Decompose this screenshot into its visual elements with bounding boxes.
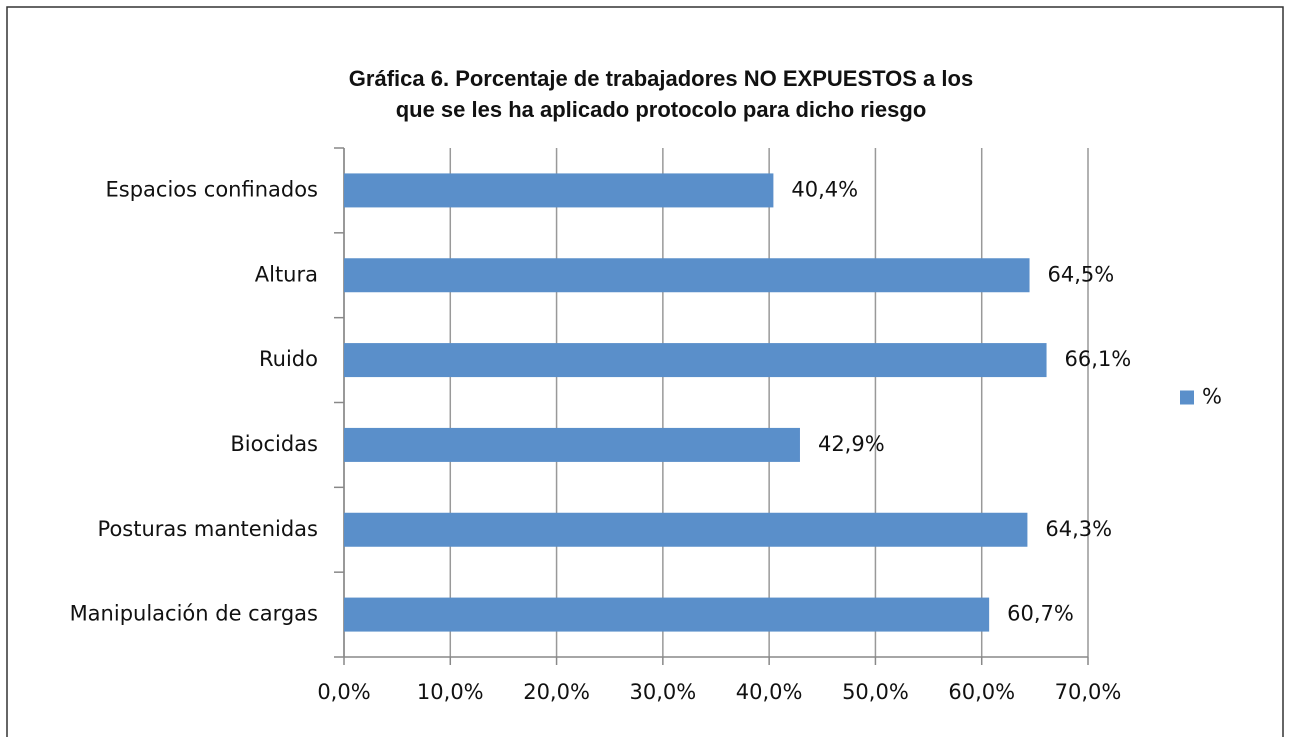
x-tick-label: 40,0% (736, 680, 803, 704)
y-tick-label: Altura (255, 262, 318, 286)
value-label: 64,5% (1048, 262, 1115, 286)
x-tick-label: 10,0% (417, 680, 484, 704)
value-label: 66,1% (1065, 347, 1132, 371)
value-label: 42,9% (818, 432, 885, 456)
y-tick-label: Posturas mantenidas (98, 517, 318, 541)
y-tick-label: Ruido (259, 347, 318, 371)
y-tick-label: Biocidas (230, 432, 318, 456)
x-tick-label: 50,0% (842, 680, 909, 704)
x-tick-label: 30,0% (629, 680, 696, 704)
bar (344, 258, 1030, 293)
y-tick-label: Manipulación de cargas (70, 602, 318, 626)
value-label: 60,7% (1007, 602, 1074, 626)
x-tick-label: 0,0% (317, 680, 370, 704)
x-tick-label: 20,0% (523, 680, 590, 704)
y-tick-label: Espacios confinados (106, 177, 318, 201)
legend-label: % (1202, 385, 1222, 409)
bar (344, 597, 990, 632)
chart-title: Gráfica 6. Porcentaje de trabajadores NO… (349, 66, 973, 91)
value-label: 40,4% (791, 177, 858, 201)
frame (6, 6, 1284, 737)
bar (344, 173, 774, 208)
bar (344, 343, 1047, 378)
bar (344, 512, 1028, 547)
x-tick-label: 60,0% (948, 680, 1015, 704)
bar (344, 427, 800, 462)
value-label: 64,3% (1045, 517, 1112, 541)
x-tick-label: 70,0% (1055, 680, 1122, 704)
legend-swatch (1180, 390, 1194, 405)
chart-title: que se les ha aplicado protocolo para di… (396, 97, 927, 122)
